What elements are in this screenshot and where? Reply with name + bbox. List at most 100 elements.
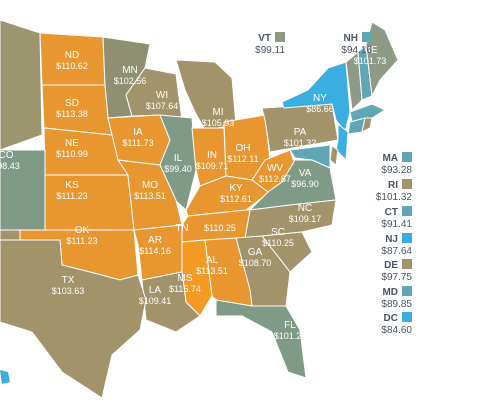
state-abbr: KY [229, 183, 243, 194]
state-shape [0, 229, 21, 241]
state-abbr: MI [212, 107, 223, 118]
legend-value: $97.75 [381, 272, 412, 283]
state-value: $112.87 [259, 174, 291, 184]
legend-value: $99.11 [255, 45, 285, 56]
state-abbr: TX [62, 275, 75, 286]
state-shape [215, 299, 307, 379]
state-value: $114.16 [139, 246, 171, 256]
state-shape [349, 103, 387, 123]
legend-value: $84.60 [381, 325, 412, 336]
state-abbr: IN [207, 150, 217, 161]
state-value: $110.99 [56, 149, 88, 159]
state-shape [329, 145, 339, 166]
state-abbr: WV [267, 163, 283, 174]
state-abbr: KS [65, 180, 79, 191]
state-value: $112.11 [227, 154, 258, 164]
legend-abbr: NH [344, 33, 358, 44]
state-abbr: PA [294, 127, 307, 138]
state-abbr: AR [148, 235, 162, 246]
legend-value: $101.32 [376, 192, 413, 203]
state-abbr: NY [313, 93, 327, 104]
state-value: $115.74 [169, 284, 201, 294]
state-value: $113.51 [196, 266, 228, 276]
state-value: $110.62 [56, 61, 88, 71]
state-abbr: IA [133, 127, 143, 138]
state-value: $113.38 [56, 109, 88, 119]
state-value: $111.23 [56, 191, 87, 201]
state-value: $101.21 [274, 331, 307, 341]
legend-value: $89.85 [381, 299, 412, 310]
legend-abbr: DE [384, 260, 398, 271]
state-value: $110.25 [204, 223, 236, 233]
state-abbr: NC [298, 203, 312, 214]
state-abbr: CO [0, 150, 14, 161]
legend-value: $94.16 [341, 45, 372, 56]
state-abbr: MS [178, 273, 193, 284]
legend-swatch [402, 206, 412, 216]
state-value: $102.56 [114, 76, 147, 86]
legend-swatch [402, 312, 412, 322]
state-abbr: WI [156, 90, 168, 101]
state-shape [0, 19, 43, 151]
state-abbr: MO [142, 180, 158, 191]
state-labels: ND$110.62 MN$102.56SD$113.38WI$107.64MI$1… [0, 45, 386, 341]
state-abbr: SC [271, 227, 285, 238]
legend-abbr: VT [258, 33, 271, 44]
state-shape [281, 61, 351, 134]
state-abbr: FL [284, 320, 296, 331]
state-shape [159, 114, 197, 211]
legend-swatch [402, 286, 412, 296]
legend-swatch [402, 152, 412, 162]
state-shape [361, 117, 373, 133]
state-value: $109.71 [196, 161, 229, 171]
legend-value: $93.28 [381, 165, 412, 176]
legend-abbr: DC [384, 313, 398, 324]
state-value: $111.73 [122, 138, 153, 148]
state-abbr: MN [122, 65, 138, 76]
state-abbr: AL [206, 255, 219, 266]
state-abbr: NE [65, 138, 79, 149]
state-value: $105.93 [202, 118, 235, 128]
state-value: $109.17 [289, 214, 322, 224]
state-value: $98.43 [0, 161, 20, 171]
state-abbr: TN [175, 223, 188, 234]
state-value: $111.23 [66, 236, 97, 246]
state-shape [335, 122, 349, 162]
legend-swatch [362, 32, 372, 42]
state-abbr: OK [75, 225, 90, 236]
legend-swatch [275, 32, 285, 42]
state-value: $101.73 [354, 56, 387, 66]
state-value: $99.40 [164, 164, 192, 174]
state-abbr: GA [248, 247, 263, 258]
state-abbr: LA [149, 285, 162, 296]
state-value: $86.66 [306, 104, 334, 114]
state-value: $113.51 [134, 191, 166, 201]
state-value: $108.70 [239, 258, 272, 268]
state-abbr: SD [65, 98, 79, 109]
state-shape [141, 271, 201, 333]
legend-value: $87.64 [381, 246, 412, 257]
state-abbr: VA [299, 168, 312, 179]
legend-swatch [402, 259, 412, 269]
legend-abbr: RI [388, 180, 398, 191]
state-shape [365, 21, 399, 98]
state-value: $107.64 [146, 101, 179, 111]
state-abbr: IL [174, 153, 183, 164]
legend-swatch [402, 233, 412, 243]
hawaii-shape [0, 370, 10, 384]
state-shapes [0, 19, 399, 399]
legend-abbr: CT [385, 207, 398, 218]
legend-abbr: MD [382, 287, 398, 298]
legend-abbr: MA [382, 153, 398, 164]
legend: VT$99.11NH$94.16MA$93.28RI$101.32CT$91.4… [255, 32, 412, 336]
state-value: $96.90 [291, 179, 319, 189]
state-shape [0, 239, 147, 399]
state-value: $101.32 [284, 138, 317, 148]
state-abbr: ND [65, 50, 79, 61]
legend-swatch [402, 179, 412, 189]
legend-abbr: NJ [385, 234, 398, 245]
state-value: $103.63 [52, 286, 85, 296]
legend-value: $91.41 [381, 219, 412, 230]
state-value: $110.25 [262, 238, 294, 248]
